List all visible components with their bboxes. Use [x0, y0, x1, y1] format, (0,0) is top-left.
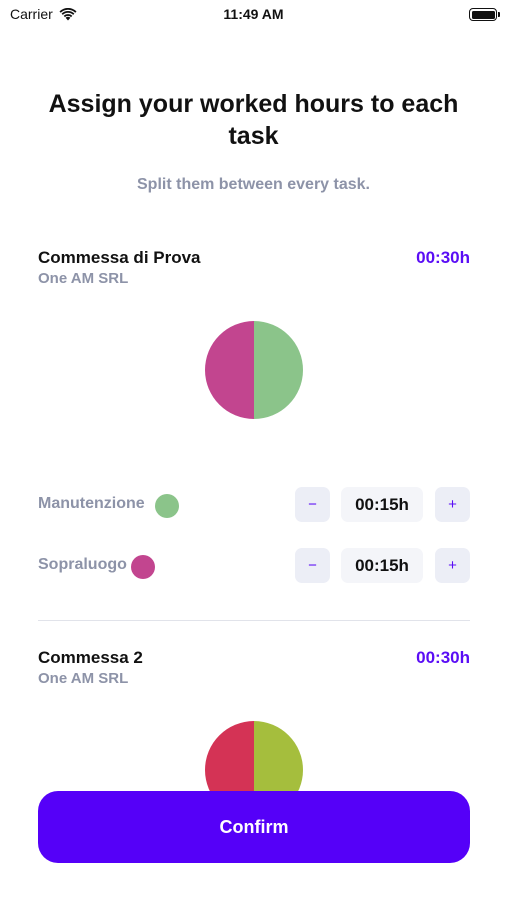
page-subtitle: Split them between every task. — [137, 176, 370, 193]
project-name: Commessa di Prova — [38, 248, 201, 267]
pie-slice-0 — [254, 321, 303, 419]
pie-chart — [205, 321, 303, 419]
status-time: 11:49 AM — [223, 6, 284, 22]
battery-icon — [469, 8, 500, 21]
decrease-button[interactable]: − — [295, 548, 330, 583]
project-total-hours: 00:30h — [416, 248, 470, 267]
project-total-hours: 00:30h — [416, 648, 470, 667]
task-color-dot — [131, 555, 155, 579]
carrier-indicator: Carrier — [10, 6, 77, 22]
task-label: Manutenzione — [38, 495, 145, 512]
increase-button[interactable]: + — [435, 487, 470, 522]
task-hours-value: 00:15h — [341, 548, 423, 583]
project-card: Commessa 2 One AM SRL 00:30h — [38, 648, 470, 819]
project-name: Commessa 2 — [38, 648, 143, 667]
project-header: Commessa 2 One AM SRL 00:30h — [38, 648, 470, 692]
page-title: Assign your worked hours to each task — [48, 90, 459, 150]
project-client: One AM SRL — [38, 670, 129, 687]
increase-button[interactable]: + — [435, 548, 470, 583]
task-hours-value: 00:15h — [341, 487, 423, 522]
status-bar: Carrier 11:49 AM — [0, 0, 507, 28]
carrier-label: Carrier — [10, 6, 53, 22]
task-row: Sopraluogo − 00:15h + — [38, 548, 470, 584]
project-header: Commessa di Prova One AM SRL 00:30h — [38, 248, 470, 292]
task-color-dot — [155, 494, 179, 518]
project-client: One AM SRL — [38, 270, 129, 287]
pie-slice-1 — [205, 321, 254, 419]
section-divider — [38, 620, 470, 621]
task-row: Manutenzione − 00:15h + — [38, 487, 470, 523]
project-card: Commessa di Prova One AM SRL 00:30h Manu… — [38, 248, 470, 583]
confirm-button[interactable]: Confirm — [38, 791, 470, 863]
task-label: Sopraluogo — [38, 556, 127, 573]
decrease-button[interactable]: − — [295, 487, 330, 522]
wifi-icon — [59, 7, 77, 20]
